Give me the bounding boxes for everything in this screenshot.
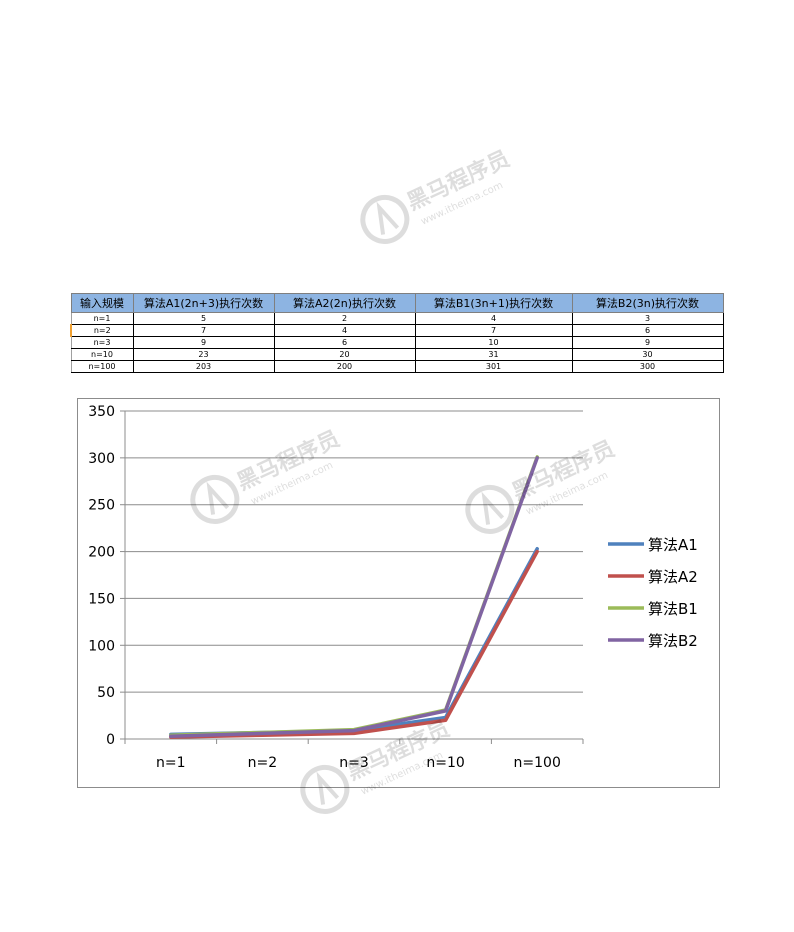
chart-gridlines	[125, 410, 583, 693]
table-cell: 10	[414, 336, 573, 349]
y-tick-label: 50	[97, 685, 115, 701]
watermark-site: www.itheima.com	[419, 180, 504, 228]
table-cell: n=1	[70, 312, 134, 325]
watermark-brand: 黑马程序员	[403, 146, 514, 216]
chart-legend: 算法A1 算法A2 算法B1 算法B2	[608, 536, 698, 650]
legend-label: 算法A2	[648, 568, 698, 586]
table-cell: n=3	[70, 336, 134, 349]
series-line-算法A2	[169, 549, 539, 739]
column-header-a1: 算法A1(2n+3)执行次数	[132, 293, 275, 313]
legend-label: 算法B1	[648, 600, 698, 618]
table-row: n=100 203 200 301 300	[70, 360, 724, 373]
table-cell: 6	[571, 324, 724, 337]
table-cell: 300	[571, 360, 724, 373]
table-cell: 200	[273, 360, 416, 373]
x-tick-label: n=2	[248, 755, 278, 771]
y-tick-label: 350	[88, 404, 115, 420]
x-tick-label: n=3	[339, 755, 369, 771]
column-header-b1: 算法B1(3n+1)执行次数	[414, 293, 573, 313]
table-cell: 3	[571, 312, 724, 325]
table-cell: n=10	[70, 348, 134, 361]
y-tick-label: 150	[88, 591, 115, 607]
table-cell: 23	[132, 348, 275, 361]
table-row: n=3 9 6 10 9	[70, 336, 724, 349]
y-tick-label: 250	[88, 498, 115, 514]
table-cell: n=100	[70, 360, 134, 373]
table-cell: 2	[273, 312, 416, 325]
series-line-算法B1	[169, 455, 539, 738]
table-cell: 9	[132, 336, 275, 349]
table-cell: 20	[273, 348, 416, 361]
y-tick-label: 0	[106, 732, 115, 748]
table-header-row: 输入规模 算法A1(2n+3)执行次数 算法A2(2n)执行次数 算法B1(3n…	[70, 293, 724, 313]
x-tick-label: n=10	[426, 755, 464, 771]
chart-axes: 0 50 100 150 200 250 300 350 n=1 n=2 n=3 n=10 n=100	[88, 404, 584, 771]
table-cell: 5	[132, 312, 275, 325]
table-row: n=1 5 2 4 3	[70, 312, 724, 325]
table-cell: 30	[571, 348, 724, 361]
table-cell: 4	[273, 324, 416, 337]
column-header-a2: 算法A2(2n)执行次数	[273, 293, 416, 313]
table-cell: 9	[571, 336, 724, 349]
column-header-input-size: 输入规模	[70, 293, 134, 313]
legend-label: 算法B2	[648, 632, 698, 650]
table-cell: 203	[132, 360, 275, 373]
table-cell: n=2	[70, 324, 134, 337]
brand-logo-icon: 黑马程序员 www.itheima.com	[360, 146, 514, 244]
series-line-算法B2	[169, 456, 539, 738]
table-cell: 7	[132, 324, 275, 337]
table-cell: 301	[414, 360, 573, 373]
chart-series	[169, 455, 539, 739]
table-cell: 6	[273, 336, 416, 349]
x-tick-label: n=100	[514, 755, 561, 771]
column-header-b2: 算法B2(3n)执行次数	[571, 293, 724, 313]
y-tick-label: 100	[88, 638, 115, 654]
table-cell: 7	[414, 324, 573, 337]
table-cell: 4	[414, 312, 573, 325]
table-cell: 31	[414, 348, 573, 361]
legend-label: 算法A1	[648, 536, 698, 554]
x-tick-label: n=1	[156, 755, 186, 771]
table-row: n=10 23 20 31 30	[70, 348, 724, 361]
series-line-算法A1	[169, 547, 539, 737]
y-tick-label: 200	[88, 545, 115, 561]
data-table: 输入规模 算法A1(2n+3)执行次数 算法A2(2n)执行次数 算法B1(3n…	[70, 293, 724, 373]
brand-watermark: 黑马程序员 www.itheima.com	[345, 120, 525, 254]
table-row: n=2 7 4 7 6	[70, 324, 724, 337]
y-tick-label: 300	[88, 451, 115, 467]
line-chart: 0 50 100 150 200 250 300 350 n=1 n=2 n=3 n=10 n=100 …	[77, 398, 720, 788]
